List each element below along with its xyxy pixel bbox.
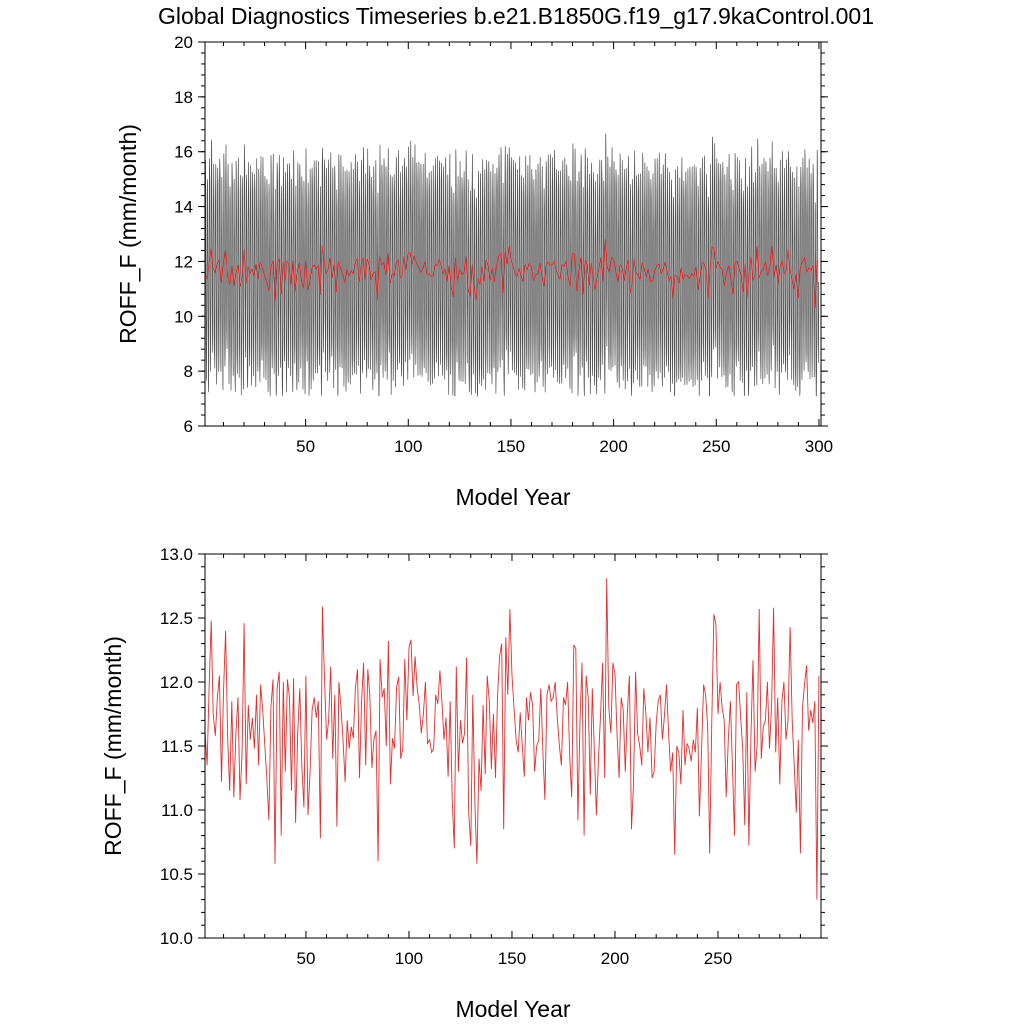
top-x-tick-label: 300 (805, 437, 833, 456)
bottom-x-tick-label: 250 (704, 949, 732, 968)
bottom-y-tick-label: 10.5 (160, 865, 193, 884)
top-y-tick-label: 14 (174, 198, 193, 217)
bottom-y-tick-label: 12.0 (160, 673, 193, 692)
bottom-y-tick-label: 11.5 (161, 737, 193, 756)
bottom-axes: 50 100 150 200 250 10.0 10.5 11.0 11.5 12.0 12.5 13… (160, 545, 828, 968)
top-series-layer (204, 133, 820, 397)
bottom-annual-series-line (204, 578, 820, 900)
top-x-axis-title: Model Year (455, 484, 570, 510)
bottom-series-layer (204, 578, 820, 900)
bottom-y-tick-label: 10.0 (160, 929, 193, 948)
top-y-tick-label: 20 (174, 33, 193, 52)
bottom-x-tick-label: 150 (498, 949, 526, 968)
top-y-tick-label: 16 (174, 143, 193, 162)
top-x-tick-label: 200 (599, 437, 627, 456)
top-x-tick-label: 100 (394, 437, 422, 456)
top-y-tick-label: 6 (184, 417, 193, 436)
top-y-tick-label: 12 (174, 252, 193, 271)
bottom-x-axis-title: Model Year (455, 996, 570, 1022)
bottom-y-tick-label: 12.5 (160, 609, 193, 628)
bottom-x-tick-label: 200 (601, 949, 629, 968)
bottom-y-tick-label: 13.0 (160, 545, 193, 564)
bottom-y-axis-title: ROFF_F (mm/month) (100, 636, 126, 856)
top-axes: 50 100 150 200 250 300 6 8 10 12 14 16 18 20 (174, 33, 833, 456)
top-plot-frame (204, 41, 822, 427)
top-annual-series-line (204, 239, 818, 309)
bottom-x-tick-label: 50 (296, 949, 315, 968)
top-y-axis-title: ROFF_F (mm/month) (115, 124, 141, 344)
top-y-tick-label: 18 (174, 88, 193, 107)
top-x-tick-label: 50 (296, 437, 315, 456)
top-chart: 50 100 150 200 250 300 6 8 10 12 14 16 18 20 Model Ye… (115, 33, 833, 510)
top-y-tick-label: 8 (184, 362, 193, 381)
top-y-tick-label: 10 (174, 307, 193, 326)
top-x-tick-label: 150 (497, 437, 525, 456)
bottom-chart: 50 100 150 200 250 10.0 10.5 11.0 11.5 12.0 12.5 13… (100, 545, 828, 1022)
top-x-tick-label: 250 (702, 437, 730, 456)
figure-title: Global Diagnostics Timeseries b.e21.B185… (158, 3, 874, 29)
bottom-y-tick-label: 11.0 (161, 801, 193, 820)
bottom-x-tick-label: 100 (395, 949, 423, 968)
